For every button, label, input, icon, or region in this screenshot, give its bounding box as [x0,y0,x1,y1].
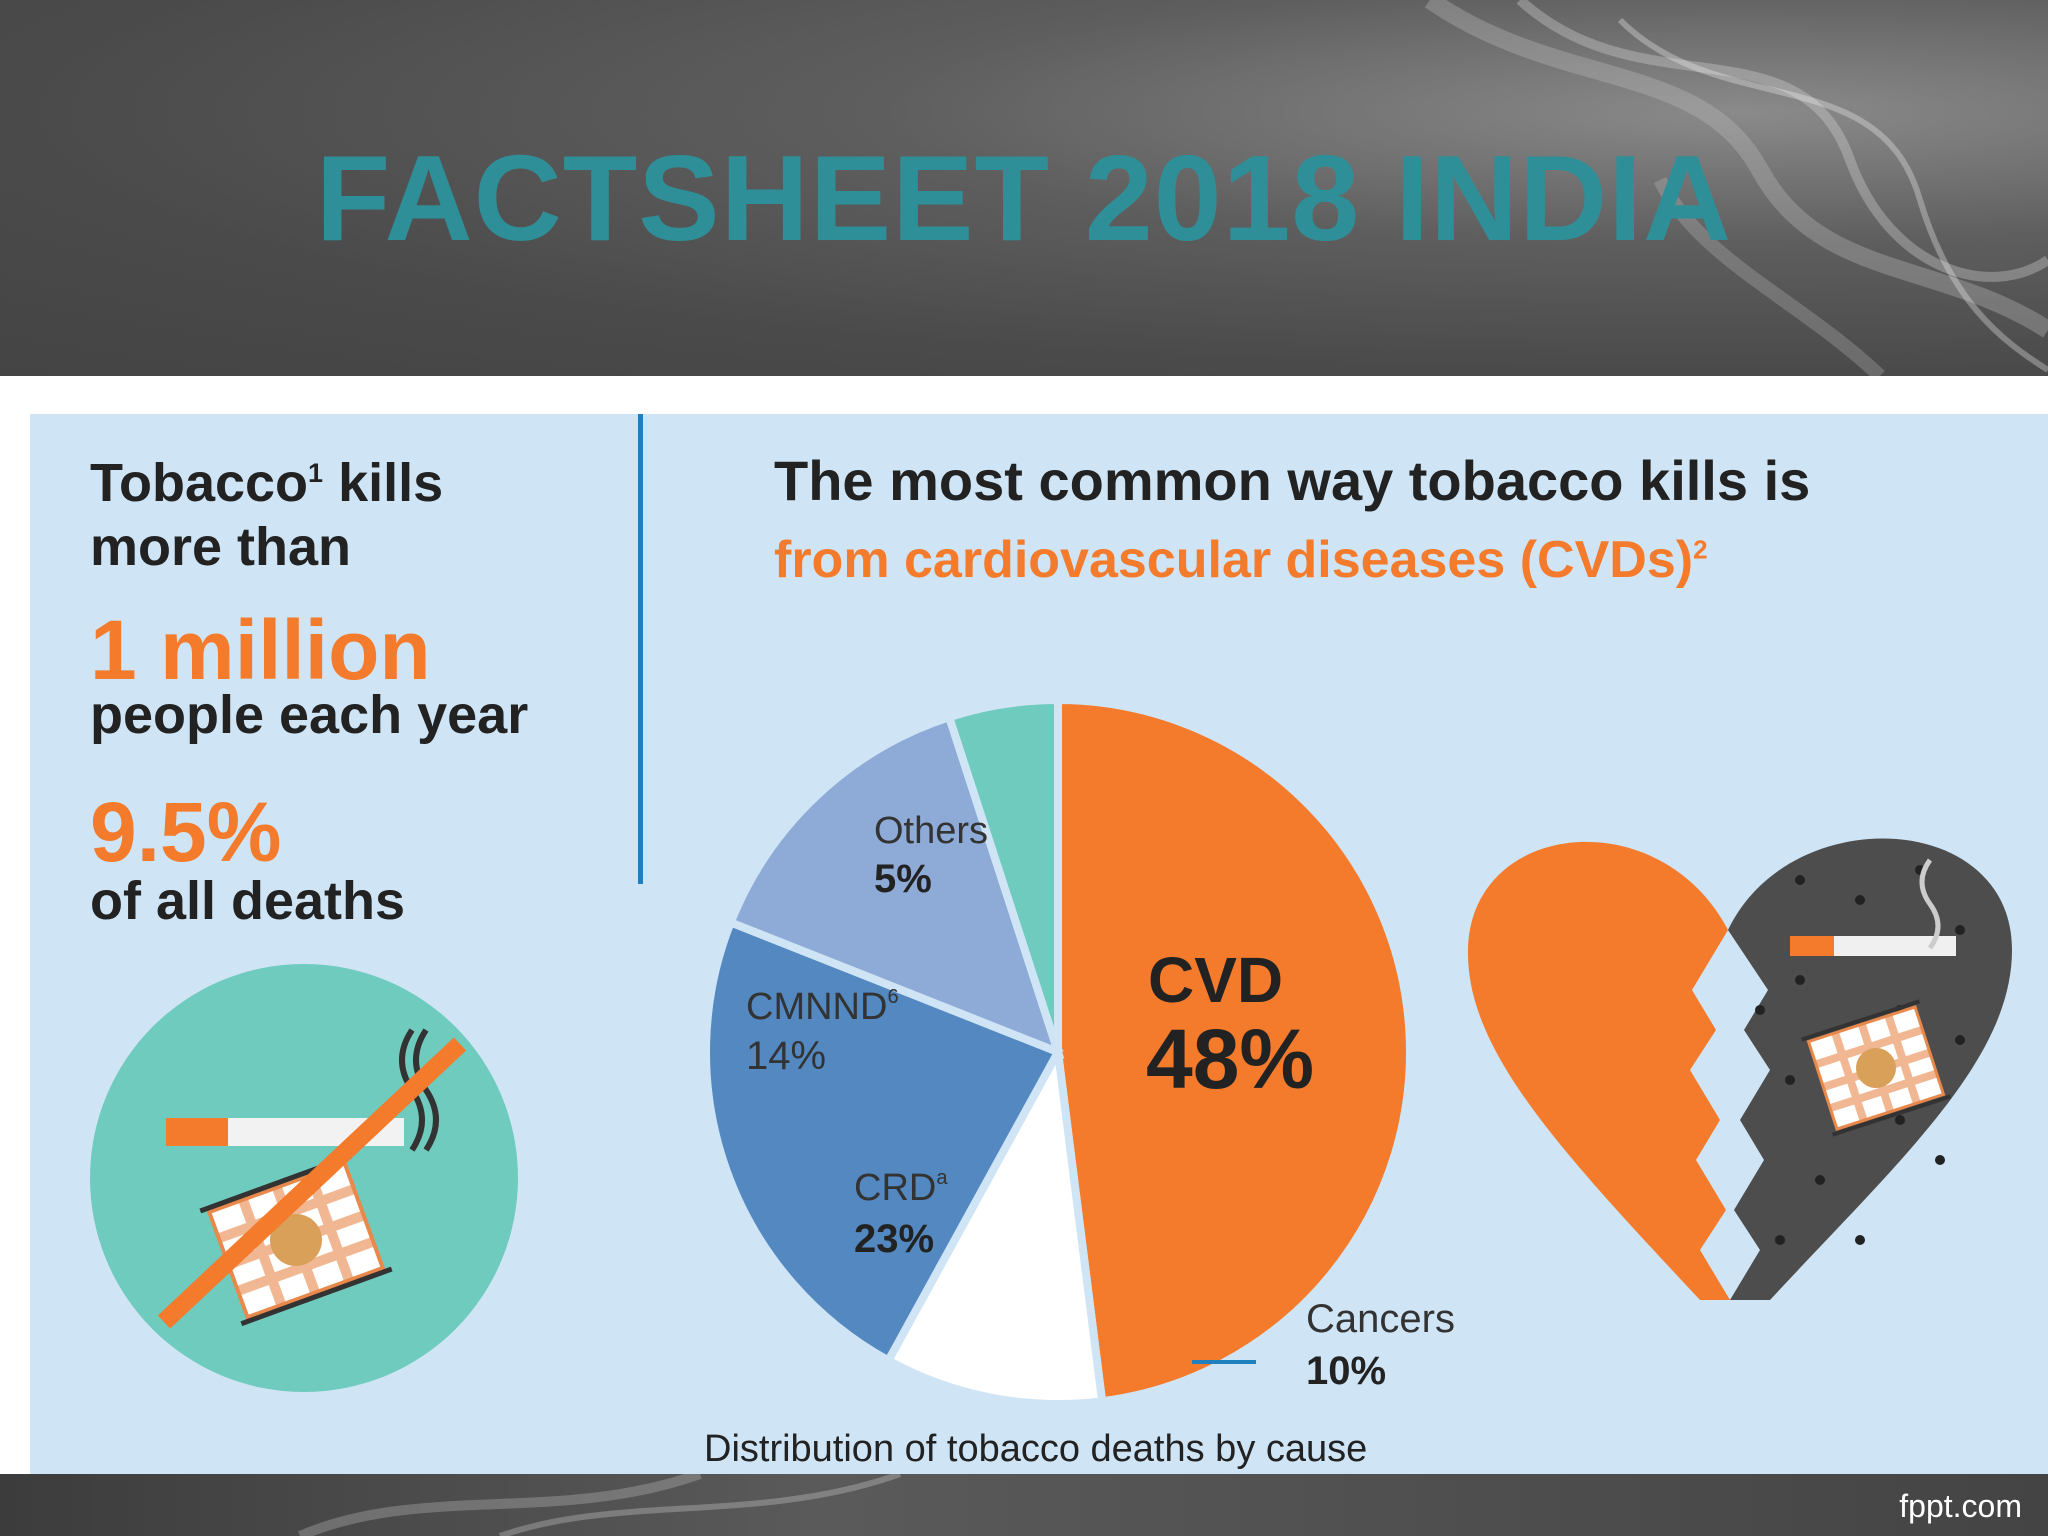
crd-name-label: CRDa [854,1167,948,1209]
chart-subheading: from cardiovascular diseases (CVDs)2 [774,530,1708,590]
panel-divider [638,414,643,884]
crd-name: CRD [854,1167,936,1209]
header-banner: FACTSHEET 2018 INDIA [0,0,2048,376]
million-stat: 1 million [90,603,431,697]
kills-word: kills [323,453,444,513]
others-value-label: 5% [874,857,932,901]
subheading-text: from cardiovascular diseases (CVDs) [774,531,1694,589]
no-smoking-icon [90,964,518,1392]
of-all-deaths-line: of all deaths [90,871,406,931]
crd-sup: a [936,1167,948,1189]
pie-slice-others [944,695,1062,1054]
smoke-decoration [1424,0,2048,376]
cmnnd-value-label: 14% [746,1034,826,1078]
footer-bar: fppt.com [0,1474,2048,1536]
others-name-label: Others [874,810,988,852]
cancers-value-label: 10% [1306,1349,1386,1393]
cmnnd-sup: 6 [887,986,898,1008]
footnote-2: 2 [1693,534,1708,565]
pie-slice-cancers [882,1039,1107,1408]
footer-smoke-decoration [298,1474,902,1536]
chart-heading: The most common way tobacco kills is [774,449,1811,512]
percent-deaths-stat: 9.5% [90,785,282,879]
pie-slice-cvd [1054,695,1414,1406]
pie-chart [702,695,1414,1408]
broken-heart-icon [1467,838,2012,1300]
tobacco-kills-line: Tobacco1 kills [90,452,443,514]
cancers-name-label: Cancers [1306,1297,1455,1341]
footer-brand: fppt.com [1899,1488,2022,1524]
pie-slice-crd [702,917,1064,1366]
footnote-1: 1 [308,458,324,488]
cvd-value-label: 48% [1146,1012,1314,1106]
crd-value-label: 23% [854,1217,934,1261]
cmnnd-name: CMNND [746,986,887,1028]
page-title: FACTSHEET 2018 INDIA [315,130,1733,266]
more-than-line: more than [90,517,352,577]
tobacco-word: Tobacco [90,453,309,513]
cvd-name-label: CVD [1148,944,1283,1016]
chart-caption: Distribution of tobacco deaths by cause [704,1428,1368,1470]
cmnnd-name-label: CMNND6 [746,986,899,1028]
people-each-year-line: people each year [90,685,529,745]
